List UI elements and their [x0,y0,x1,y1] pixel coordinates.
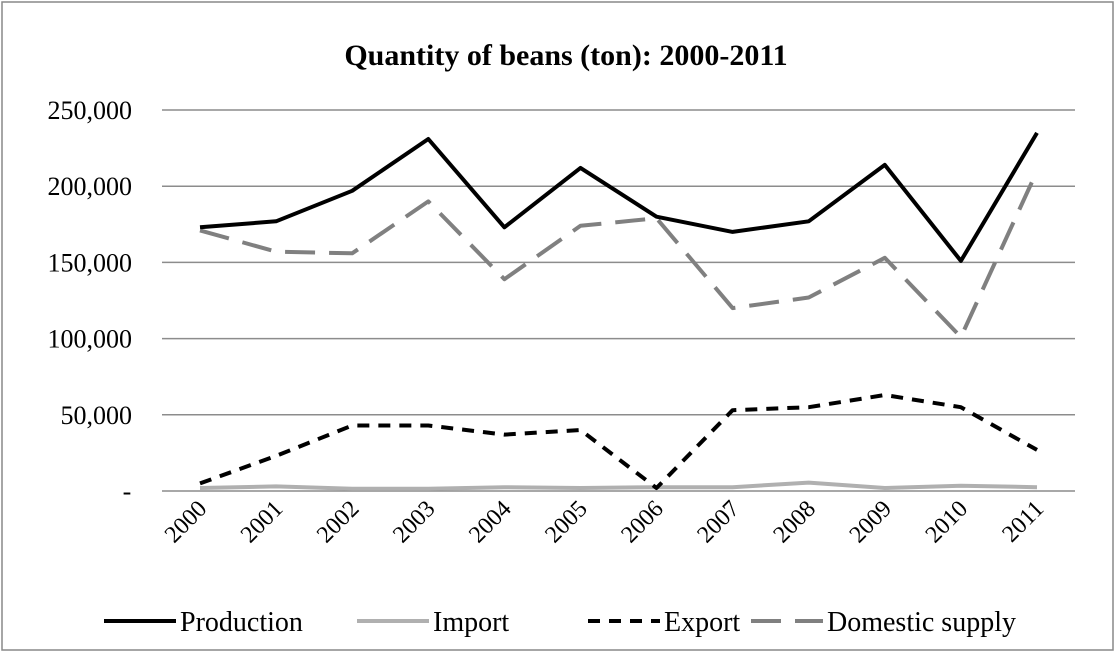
y-tick-label: 50,000 [61,401,133,430]
chart-title: Quantity of beans (ton): 2000-2011 [344,39,787,72]
y-tick-label: 200,000 [48,172,133,201]
series-line-domestic-supply [199,170,1039,340]
legend-label: Export [664,607,740,638]
y-axis-ticks: - 50,000 100,000 150,000 200,000 250,000 [48,96,133,506]
series-line-production [199,131,1039,263]
y-tick-label: 150,000 [48,248,133,277]
legend-label: Import [433,607,509,638]
y-tick-label: - [123,477,132,506]
legend-label: Production [180,607,303,638]
series-lines [199,131,1039,491]
series-line-export [199,393,1038,490]
series-line-import [199,480,1038,491]
grid-lines [162,109,1075,492]
y-tick-label: 250,000 [48,96,133,125]
y-tick-label: 100,000 [48,325,133,354]
legend: Production Import Export Domestic supply [104,607,1016,638]
legend-label: Domestic supply [827,607,1016,638]
